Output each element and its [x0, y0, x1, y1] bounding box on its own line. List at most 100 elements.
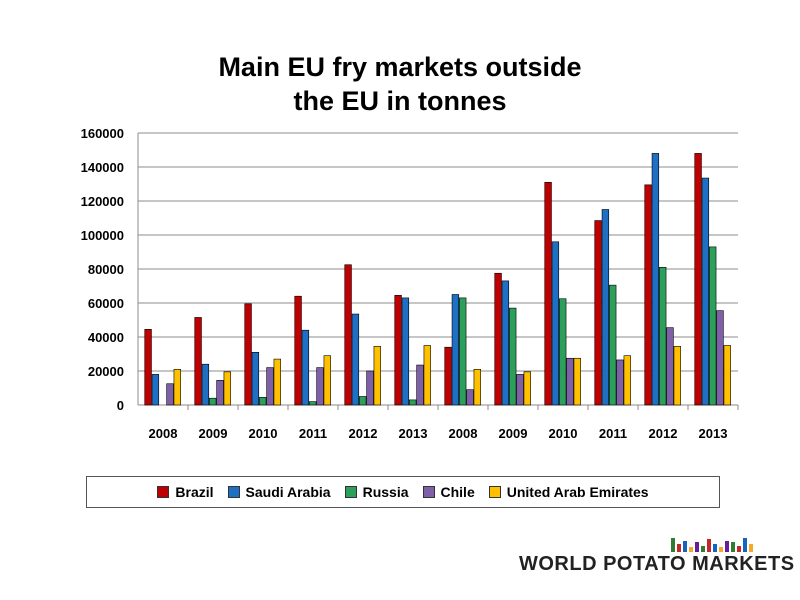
x-tick-label: 2013	[699, 426, 728, 441]
x-tick-label: 2010	[549, 426, 578, 441]
legend-swatch	[227, 486, 240, 498]
logo-bar	[713, 544, 717, 552]
y-tick-label: 140000	[81, 160, 124, 175]
bar-united-arab-emirates	[473, 368, 481, 406]
logo-bar	[689, 547, 693, 552]
bar-russia	[209, 397, 217, 406]
bar-brazil	[494, 272, 502, 406]
legend-swatch	[157, 486, 170, 498]
bar-chile	[516, 374, 524, 406]
bar-brazil	[544, 182, 552, 406]
legend-item: Brazil	[157, 484, 214, 500]
bar-russia	[259, 397, 267, 406]
bar-saudi-arabia	[501, 280, 510, 406]
bar-chile	[666, 327, 674, 406]
logo-text: WORLD POTATO MARKETS	[519, 553, 795, 575]
bar-chile	[166, 383, 174, 406]
bar-united-arab-emirates	[623, 355, 631, 406]
legend-item: Chile	[422, 484, 475, 500]
y-tick-label: 40000	[88, 330, 124, 345]
bar-united-arab-emirates	[173, 368, 181, 406]
y-tick-label: 60000	[88, 296, 124, 311]
bar-saudi-arabia	[651, 153, 660, 406]
legend-swatch	[422, 486, 435, 498]
bar-chile	[266, 367, 274, 406]
bar-saudi-arabia	[201, 363, 210, 406]
x-tick-label: 2012	[649, 426, 678, 441]
bar-united-arab-emirates	[723, 345, 731, 406]
legend-label: Saudi Arabia	[245, 484, 331, 500]
x-tick-label: 2013	[399, 426, 428, 441]
x-tick-label: 2011	[299, 426, 327, 441]
legend-item: Saudi Arabia	[227, 484, 331, 500]
x-tick-label: 2009	[199, 426, 228, 441]
logo-bars-icon	[671, 534, 759, 552]
legend-label: United Arab Emirates	[506, 484, 649, 500]
bar-saudi-arabia	[151, 374, 160, 406]
logo-bar	[731, 542, 735, 552]
x-tick-label: 2012	[349, 426, 378, 441]
logo-bar	[677, 544, 681, 552]
logo-bar	[743, 538, 747, 552]
y-tick-label: 160000	[81, 126, 124, 141]
chart-legend: Brazil Saudi Arabia Russia Chile United Arab…	[86, 476, 720, 508]
chart-title-line-1: Main EU fry markets outside	[218, 52, 582, 82]
bar-russia	[509, 307, 517, 406]
legend-item: United Arab Emirates	[488, 484, 649, 500]
bar-brazil	[694, 153, 702, 406]
logo-bar	[671, 538, 675, 552]
bar-united-arab-emirates	[423, 345, 431, 406]
bar-russia	[659, 266, 667, 406]
bar-united-arab-emirates	[573, 357, 581, 406]
bar-chart: 0 20000 40000 60000 80000 100000 120000 140000 1…	[81, 126, 739, 441]
chart-title-line-2: the EU in tonnes	[293, 86, 507, 116]
bar-russia	[309, 401, 317, 406]
bar-united-arab-emirates	[273, 358, 281, 406]
legend-label: Chile	[440, 484, 475, 500]
y-tick-label: 120000	[81, 194, 124, 209]
logo-bar	[707, 539, 711, 552]
legend-swatch	[344, 486, 357, 498]
bar-russia	[359, 396, 367, 406]
bar-brazil	[244, 303, 252, 406]
bar-united-arab-emirates	[523, 371, 531, 406]
logo-bar	[719, 547, 723, 552]
bar-saudi-arabia	[601, 209, 610, 406]
x-tick-label: 2009	[499, 426, 528, 441]
bar-brazil	[194, 317, 202, 406]
x-tick-label: 2008	[149, 426, 178, 441]
world-potato-markets-logo: WORLD POTATO MARKETS	[519, 534, 794, 575]
bar-chile	[416, 364, 424, 406]
x-tick-label: 2008	[449, 426, 478, 441]
logo-bar	[683, 541, 687, 552]
y-tick-label: 80000	[88, 262, 124, 277]
y-tick-label: 100000	[81, 228, 124, 243]
bar-chile	[466, 389, 474, 406]
bar-russia	[709, 246, 717, 406]
legend-swatch	[488, 486, 501, 498]
bar-united-arab-emirates	[323, 355, 331, 406]
bar-brazil	[594, 220, 602, 406]
bar-united-arab-emirates	[673, 346, 681, 406]
bar-chile	[566, 357, 574, 406]
bar-saudi-arabia	[701, 177, 710, 406]
x-tick-label: 2011	[599, 426, 627, 441]
bar-russia	[409, 399, 417, 406]
bar-chile	[366, 370, 374, 406]
legend-label: Russia	[362, 484, 409, 500]
logo-bar	[749, 544, 753, 552]
bar-brazil	[294, 295, 302, 406]
bar-chile	[316, 367, 324, 406]
bar-saudi-arabia	[451, 294, 460, 406]
bar-chile	[616, 359, 624, 406]
bar-chile	[216, 380, 224, 406]
bar-russia	[459, 297, 467, 406]
bar-russia	[609, 284, 617, 406]
bar-united-arab-emirates	[373, 346, 381, 406]
legend-label: Brazil	[175, 484, 214, 500]
bar-brazil	[144, 329, 152, 406]
bar-united-arab-emirates	[223, 371, 231, 406]
legend-item: Russia	[344, 484, 409, 500]
bar-saudi-arabia	[351, 313, 360, 406]
logo-bar	[725, 541, 729, 552]
